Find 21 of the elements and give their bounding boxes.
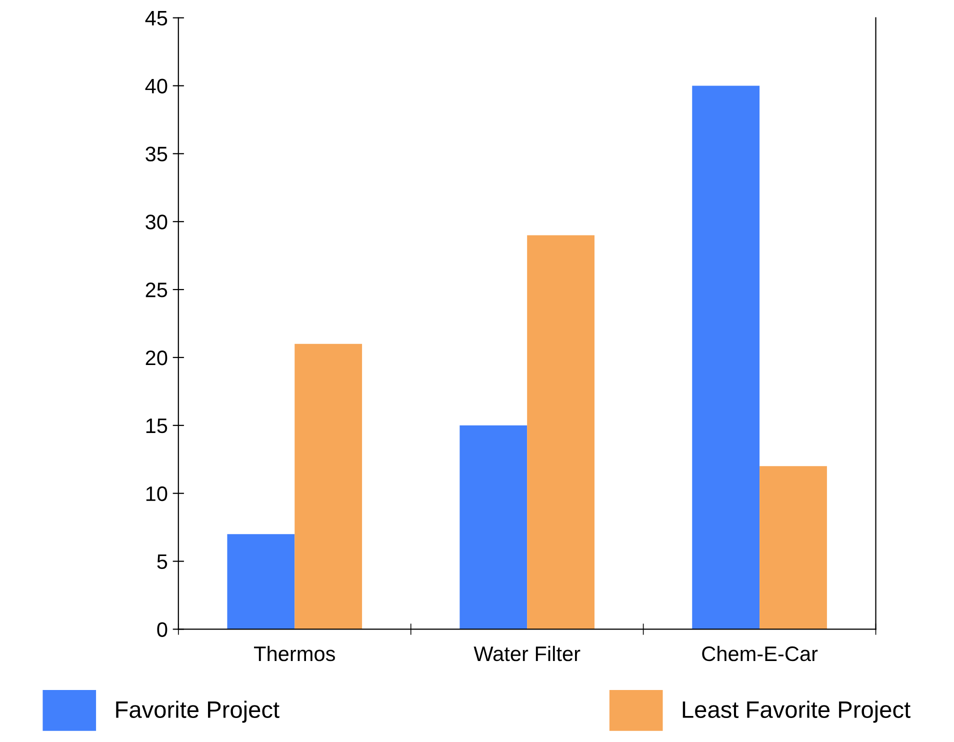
y-tick-label: 15 (146, 418, 168, 434)
bar (294, 344, 362, 630)
legend-label: Least Favorite Project (682, 700, 910, 723)
bar (527, 235, 594, 630)
bar (692, 86, 760, 630)
y-tick-label: 20 (146, 350, 168, 366)
y-tick-label: 30 (146, 214, 168, 230)
y-tick-label: 10 (146, 486, 168, 502)
y-tick-label: 40 (145, 78, 168, 94)
y-tick-label: 45 (145, 11, 168, 26)
x-tick-label: Thermos (254, 646, 335, 662)
bar (460, 425, 528, 630)
y-tick-label: 0 (157, 622, 168, 637)
y-tick-label: 35 (146, 146, 168, 162)
y-tick-label: 5 (157, 554, 168, 570)
x-tick-label: Water Filter (474, 646, 580, 662)
legend-label: Favorite Project (116, 700, 280, 723)
bar (227, 534, 295, 630)
x-tick-label: Chem-E-Car (702, 646, 818, 662)
bar (760, 466, 827, 630)
y-tick-label: 25 (146, 282, 168, 298)
